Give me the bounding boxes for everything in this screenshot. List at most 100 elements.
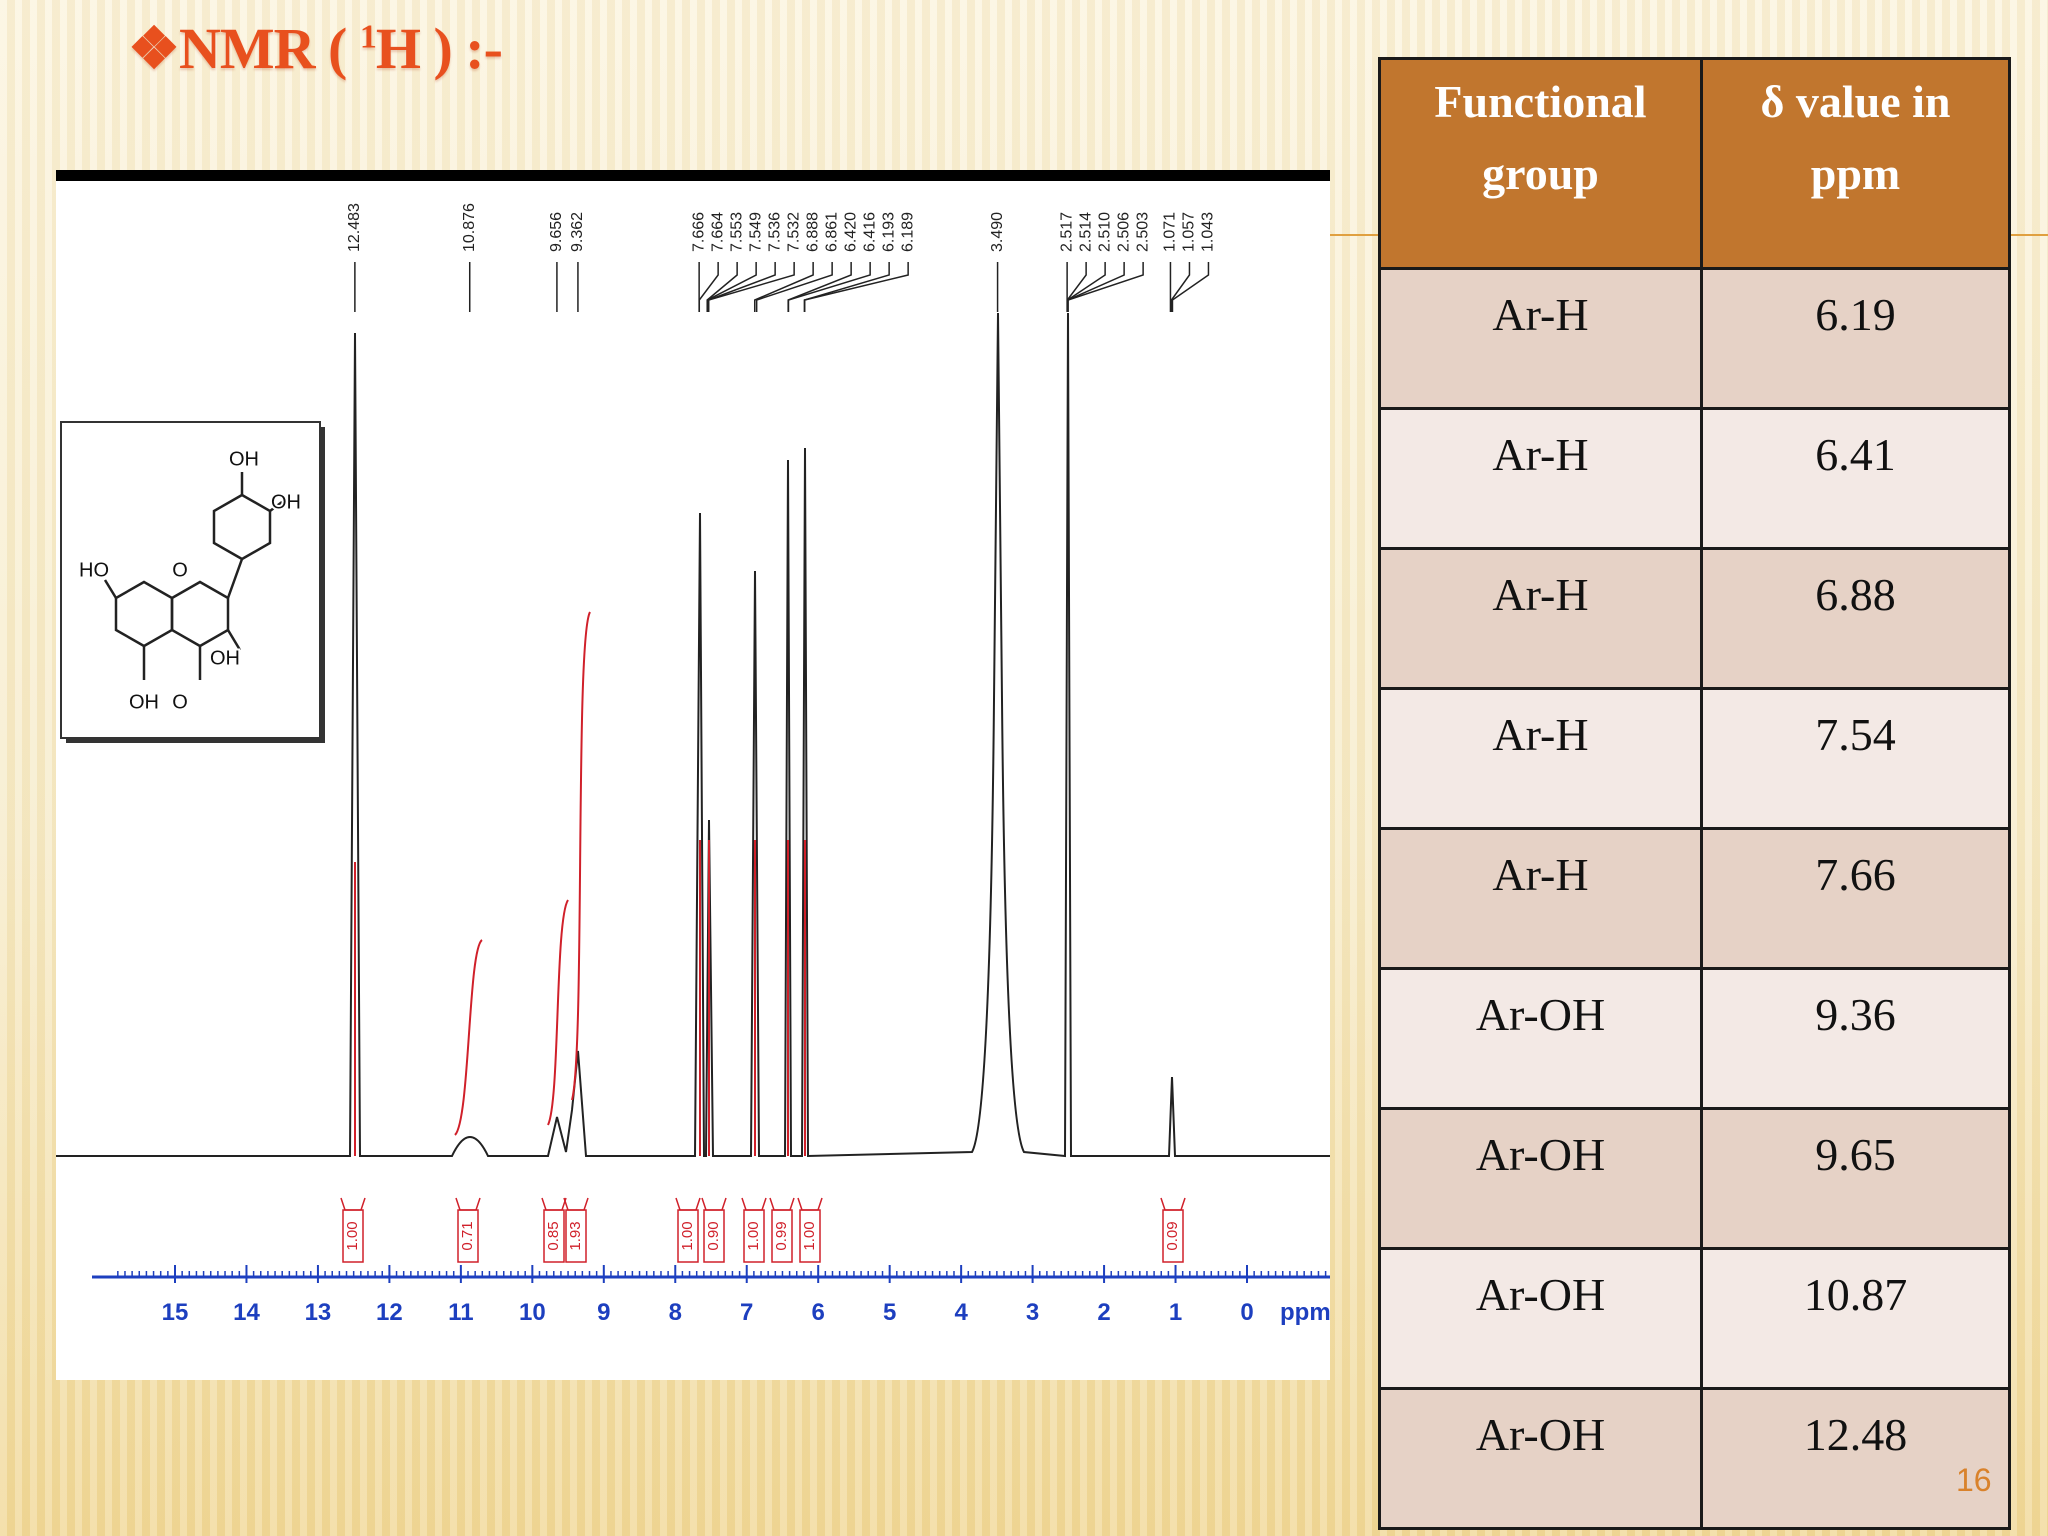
table-row: Ar-OH 12.48 <box>1378 1387 2011 1530</box>
peak-label: 10.876 <box>461 203 478 252</box>
peak-connector <box>707 262 795 312</box>
integral-value: 1.93 <box>567 1221 584 1250</box>
x-tick-label: 2 <box>1097 1299 1110 1326</box>
peak-label: 7.549 <box>747 212 764 252</box>
table-row: Ar-H 6.41 <box>1378 407 2011 550</box>
integral-box <box>543 1209 565 1263</box>
functional-group: Ar-H <box>1378 827 1703 970</box>
peak-label: 9.656 <box>548 212 565 252</box>
integral-box <box>457 1209 479 1263</box>
peak-label: 7.553 <box>728 212 745 252</box>
delta-value: 9.65 <box>1700 1107 2011 1250</box>
integral-box <box>342 1209 364 1263</box>
peak-label: 6.861 <box>823 212 840 252</box>
integral-value: 1.00 <box>344 1221 361 1250</box>
x-tick-label: 10 <box>519 1299 546 1326</box>
x-tick-label: 12 <box>376 1299 403 1326</box>
functional-group: Ar-OH <box>1378 1387 1703 1530</box>
x-tick-label: 9 <box>597 1299 610 1326</box>
x-tick-label: 7 <box>740 1299 753 1326</box>
integral-value: 1.00 <box>801 1221 818 1250</box>
peak-label: 6.888 <box>804 212 821 252</box>
x-tick-label: 6 <box>812 1299 825 1326</box>
integral-box <box>677 1209 699 1263</box>
peak-label: 6.420 <box>842 212 859 252</box>
structure-label: OH <box>229 448 259 470</box>
integral-value: 0.71 <box>459 1221 476 1250</box>
peak-connector <box>698 262 719 312</box>
structure-label: OH <box>129 691 159 713</box>
structure-box <box>60 421 325 743</box>
delta-value: 7.66 <box>1700 827 2011 970</box>
title-text-rest: H ) :- <box>375 16 503 81</box>
title-text: ❖NMR ( <box>128 16 360 81</box>
delta-value: 10.87 <box>1700 1247 2011 1390</box>
x-tick-label: 4 <box>954 1299 968 1326</box>
table-row: Ar-OH 9.36 <box>1378 967 2011 1110</box>
peak-label: 6.416 <box>861 212 878 252</box>
x-tick-label: 3 <box>1026 1299 1039 1326</box>
header-row: Functional group δ value in ppm <box>1378 57 2011 270</box>
functional-group: Ar-H <box>1378 267 1703 410</box>
peak-label: 1.057 <box>1181 212 1198 252</box>
functional-group: Ar-H <box>1378 547 1703 690</box>
peak-label: 2.503 <box>1134 212 1151 252</box>
table-row: Ar-H 6.88 <box>1378 547 2011 690</box>
peak-label: 6.193 <box>880 212 897 252</box>
peak-label: 2.510 <box>1096 212 1113 252</box>
molecule-bonds <box>103 472 283 680</box>
x-tick-label: 14 <box>233 1299 260 1326</box>
table-row: Ar-H 6.19 <box>1378 267 2011 410</box>
peak-connector <box>1170 262 1191 312</box>
integral-box <box>799 1209 821 1263</box>
delta-value: 12.48 <box>1700 1387 2011 1530</box>
integral-value: 1.00 <box>679 1221 696 1250</box>
peak-connector <box>1171 262 1210 312</box>
peak-label: 9.362 <box>569 212 586 252</box>
page-number: 16 <box>1956 1462 1992 1498</box>
functional-group: Ar-OH <box>1378 967 1703 1110</box>
peak-connector <box>787 262 871 312</box>
functional-group: Ar-H <box>1378 407 1703 550</box>
delta-value: 6.88 <box>1700 547 2011 690</box>
peak-label: 2.506 <box>1115 212 1132 252</box>
functional-group: Ar-OH <box>1378 1247 1703 1390</box>
peak-label: 6.189 <box>899 212 916 252</box>
slide-title: ❖NMR ( 1H ) :- <box>128 14 503 82</box>
figure-top-bar <box>56 170 1330 181</box>
integral-box <box>743 1209 765 1263</box>
peak-label: 7.666 <box>690 212 707 252</box>
functional-group: Ar-OH <box>1378 1107 1703 1250</box>
x-tick-label: 1 <box>1169 1299 1182 1326</box>
integral-box <box>1162 1209 1184 1263</box>
peak-label: 1.043 <box>1200 212 1217 252</box>
x-tick-label: 15 <box>162 1299 189 1326</box>
structure-label: OH <box>271 491 301 513</box>
x-tick-label: 0 <box>1240 1299 1253 1326</box>
delta-value: 6.19 <box>1700 267 2011 410</box>
peak-label: 1.071 <box>1162 212 1179 252</box>
peak-label: 7.532 <box>785 212 802 252</box>
peak-label: 7.664 <box>709 212 726 252</box>
column-header: Functional group <box>1378 57 1703 270</box>
table-row: Ar-H 7.54 <box>1378 687 2011 830</box>
peak-connector <box>1067 262 1144 312</box>
peak-label: 12.483 <box>346 203 363 252</box>
delta-value: 9.36 <box>1700 967 2011 1110</box>
box <box>60 421 321 739</box>
structure-label: O <box>172 559 188 581</box>
integral-value: 1.00 <box>745 1221 762 1250</box>
integral-value: 0.99 <box>773 1221 790 1250</box>
functional-group: Ar-H <box>1378 687 1703 830</box>
integral-value: 0.85 <box>545 1221 562 1250</box>
peak-label: 7.536 <box>766 212 783 252</box>
structure-label: O <box>172 691 188 713</box>
peak-label: 2.517 <box>1058 212 1075 252</box>
x-tick-label: 5 <box>883 1299 896 1326</box>
integral-value: 0.09 <box>1164 1221 1181 1250</box>
title-superscript: 1 <box>359 18 377 56</box>
spectrum-figure <box>56 170 1330 1380</box>
